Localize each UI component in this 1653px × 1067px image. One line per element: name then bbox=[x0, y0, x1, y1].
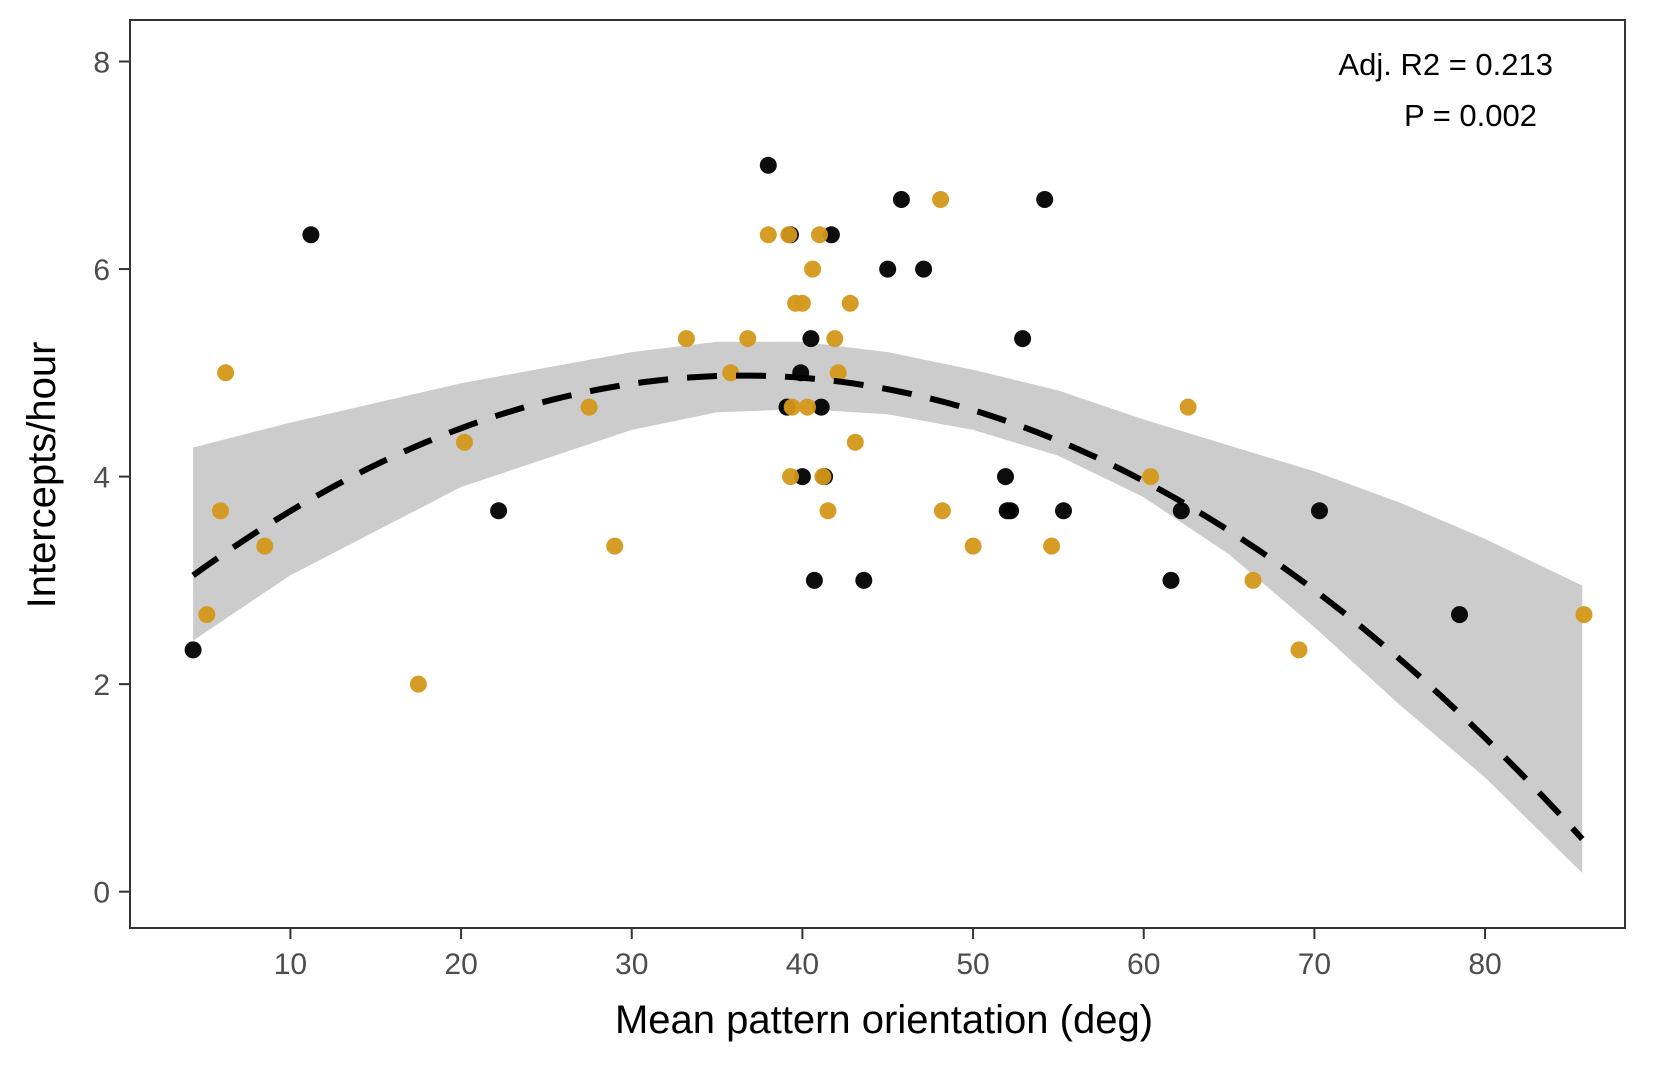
data-point-series-1-27 bbox=[1451, 606, 1468, 624]
data-point-series-1-17 bbox=[915, 260, 933, 278]
data-point-series-2-1 bbox=[198, 606, 216, 624]
data-point-series-2-29 bbox=[964, 537, 982, 555]
data-point-series-2-32 bbox=[1179, 398, 1197, 416]
x-tick-label-80: 80 bbox=[1468, 948, 1501, 981]
data-point-series-2-27 bbox=[932, 191, 950, 208]
data-point-series-1-11 bbox=[812, 398, 830, 416]
data-point-series-2-19 bbox=[804, 260, 822, 278]
data-point-series-1-3 bbox=[490, 502, 508, 520]
data-point-series-1-13 bbox=[822, 226, 840, 244]
data-point-series-2-26 bbox=[846, 433, 864, 451]
data-point-series-2-20 bbox=[811, 226, 828, 244]
confidence-band bbox=[193, 341, 1583, 873]
axes-layer: 10 20 30 40 50 60 70 80 0 2 4 6 8 bbox=[93, 47, 1501, 981]
data-point-series-2-4 bbox=[256, 537, 274, 555]
data-point-series-2-24 bbox=[829, 364, 847, 382]
data-point-series-1-8 bbox=[793, 468, 811, 486]
y-tick-label-0: 0 bbox=[93, 877, 110, 910]
data-point-series-2-11 bbox=[739, 330, 757, 348]
data-point-series-2-9 bbox=[677, 330, 695, 348]
x-tick-label-20: 20 bbox=[444, 948, 477, 981]
data-point-series-2-6 bbox=[456, 433, 473, 451]
quadratic-fit-line bbox=[191, 372, 1585, 842]
y-tick-label-2: 2 bbox=[93, 669, 110, 702]
data-point-series-2-35 bbox=[1575, 606, 1593, 624]
data-point-series-2-13 bbox=[780, 226, 798, 244]
data-point-series-2-34 bbox=[1290, 641, 1308, 659]
x-tick-label-60: 60 bbox=[1127, 948, 1160, 981]
x-tick-label-10: 10 bbox=[274, 948, 307, 981]
data-point-series-1-14 bbox=[855, 571, 873, 589]
plot-panel-border bbox=[129, 19, 1626, 929]
data-point-series-1-4 bbox=[759, 156, 777, 174]
data-point-series-2-21 bbox=[814, 468, 832, 486]
data-point-series-1-9 bbox=[802, 330, 820, 348]
data-point-series-2-12 bbox=[759, 226, 777, 244]
data-point-series-2-30 bbox=[1043, 537, 1061, 555]
data-point-series-1-21 bbox=[1014, 330, 1032, 348]
data-point-series-2-5 bbox=[409, 675, 427, 693]
confidence-band-layer bbox=[193, 341, 1583, 873]
data-point-series-1-22 bbox=[1036, 191, 1054, 208]
data-point-series-2-17 bbox=[793, 294, 811, 312]
data-point-series-1-1 bbox=[184, 641, 202, 659]
data-point-series-2-2 bbox=[212, 502, 229, 520]
data-point-series-2-31 bbox=[1142, 468, 1160, 486]
data-point-series-2-25 bbox=[841, 294, 859, 312]
adj-r2-annotation: Adj. R2 = 0.213 bbox=[1338, 47, 1553, 82]
y-axis-title: Intercepts/hour bbox=[20, 342, 64, 609]
data-point-series-2-23 bbox=[826, 330, 844, 348]
x-tick-label-70: 70 bbox=[1298, 948, 1331, 981]
data-point-series-2-28 bbox=[933, 502, 951, 520]
x-tick-label-50: 50 bbox=[956, 948, 989, 981]
x-axis-title: Mean pattern orientation (deg) bbox=[615, 998, 1153, 1042]
x-tick-label-40: 40 bbox=[786, 948, 819, 981]
x-tick-label-30: 30 bbox=[615, 948, 648, 981]
data-point-series-2-3 bbox=[217, 364, 235, 382]
data-point-series-2-14 bbox=[782, 468, 799, 486]
data-point-series-1-2 bbox=[302, 226, 320, 244]
data-point-series-1-25 bbox=[1172, 502, 1190, 520]
data-point-series-2-22 bbox=[819, 502, 837, 520]
data-point-series-1-20 bbox=[1002, 502, 1020, 520]
data-point-series-2-33 bbox=[1244, 571, 1262, 589]
p-value-annotation: P = 0.002 bbox=[1404, 98, 1537, 133]
fit-line-layer bbox=[191, 372, 1585, 842]
y-tick-label-8: 8 bbox=[93, 47, 110, 80]
data-point-series-1-10 bbox=[805, 571, 823, 589]
data-point-series-1-16 bbox=[892, 191, 910, 208]
data-point-series-2-8 bbox=[606, 537, 624, 555]
data-point-series-2-18 bbox=[799, 398, 816, 416]
y-tick-label-4: 4 bbox=[93, 462, 110, 495]
data-point-series-1-23 bbox=[1055, 502, 1072, 520]
y-tick-label-6: 6 bbox=[93, 254, 110, 287]
data-point-series-2-7 bbox=[580, 398, 598, 416]
data-point-series-2-15 bbox=[783, 398, 801, 416]
data-point-series-1-15 bbox=[879, 260, 897, 278]
data-point-series-1-18 bbox=[997, 468, 1014, 486]
data-point-series-2-10 bbox=[722, 364, 740, 382]
data-point-series-1-26 bbox=[1311, 502, 1328, 520]
data-point-series-1-24 bbox=[1162, 571, 1180, 589]
